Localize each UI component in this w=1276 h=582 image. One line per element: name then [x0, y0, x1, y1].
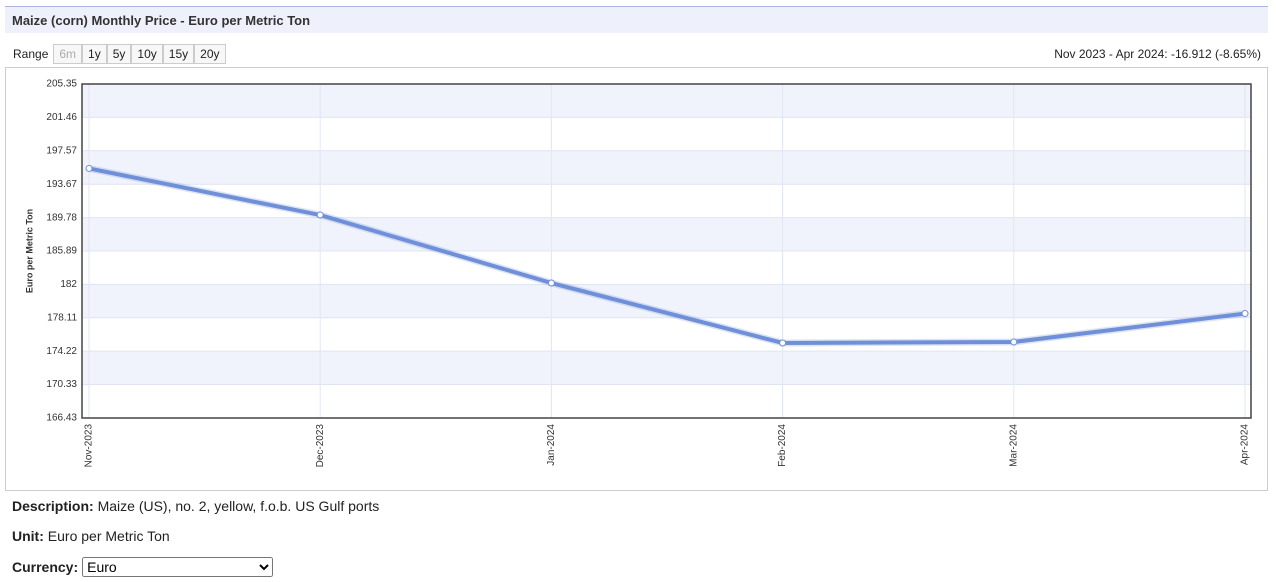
range-label: Range: [13, 47, 49, 61]
y-tick-label: 178.11: [47, 312, 77, 323]
point: [547, 279, 555, 287]
chart: 166.43 170.33 174.22 178.11 182 185.89 189.78 1…: [24, 79, 1252, 468]
y-tick-label: 174.22: [46, 346, 77, 357]
grid-band: [82, 84, 1251, 118]
description-row: Description: Maize (US), no. 2, yellow, …: [12, 498, 379, 514]
y-tick-label: 189.78: [46, 212, 77, 223]
range-button[interactable]: 6m: [53, 44, 83, 64]
x-tick-label: Jan-2024: [546, 424, 557, 466]
grid-band: [82, 150, 1251, 185]
y-tick-label: 201.46: [46, 112, 77, 123]
grid-band: [82, 351, 1251, 385]
point: [1010, 338, 1018, 346]
range-button[interactable]: 15y: [162, 44, 195, 64]
range-button[interactable]: 10y: [131, 44, 163, 64]
summary: Nov 2023 - Apr 2024: -16.912 (-8.65%): [1054, 47, 1261, 61]
point: [779, 339, 787, 347]
x-tick-label: Nov-2023: [84, 424, 95, 468]
currency-select[interactable]: Euro: [82, 557, 274, 577]
point: [85, 164, 93, 172]
plot-border: [81, 83, 1252, 419]
title-bar: Maize (corn) Monthly Price - Euro per Me…: [5, 6, 1268, 33]
y-tick-label: 205.35: [46, 79, 77, 90]
x-tick-label: Apr-2024: [1240, 424, 1251, 466]
unit: Euro per Metric Ton: [47, 528, 170, 544]
point: [1241, 310, 1249, 318]
y-tick-label: 166.43: [46, 413, 77, 424]
point: [316, 211, 324, 219]
description: Maize (US), no. 2, yellow, f.o.b. US Gul…: [97, 498, 380, 514]
chart-box: [5, 67, 1268, 491]
range-button[interactable]: 20y: [194, 44, 226, 64]
description-label: Description:: [12, 498, 94, 514]
y-axis-label: Euro per Metric Ton: [24, 209, 34, 293]
currency-label: Currency:: [12, 559, 79, 575]
y-tick-label: 193.67: [46, 179, 77, 190]
y-tick-label: 182: [60, 279, 77, 290]
range-bar: Range 6m 1y 5y 10y 15y 20y: [13, 44, 226, 64]
y-tick-label: 185.89: [46, 246, 77, 257]
chart-title: Maize (corn) Monthly Price - Euro per Me…: [12, 13, 311, 28]
range-button[interactable]: 5y: [106, 44, 132, 64]
x-tick-label: Mar-2024: [1008, 424, 1019, 467]
unit-row: Unit: Euro per Metric Ton: [12, 528, 170, 544]
currency-row: Currency: Euro: [12, 557, 274, 577]
unit-label: Unit:: [12, 528, 44, 544]
x-tick-label: Feb-2024: [777, 424, 788, 467]
grid-band: [82, 217, 1251, 251]
y-tick-label: 197.57: [46, 145, 77, 156]
line: [88, 166, 1246, 345]
range-button[interactable]: 1y: [82, 44, 107, 64]
x-tick-label: Dec-2023: [315, 424, 326, 468]
y-tick-label: 170.33: [46, 379, 77, 390]
